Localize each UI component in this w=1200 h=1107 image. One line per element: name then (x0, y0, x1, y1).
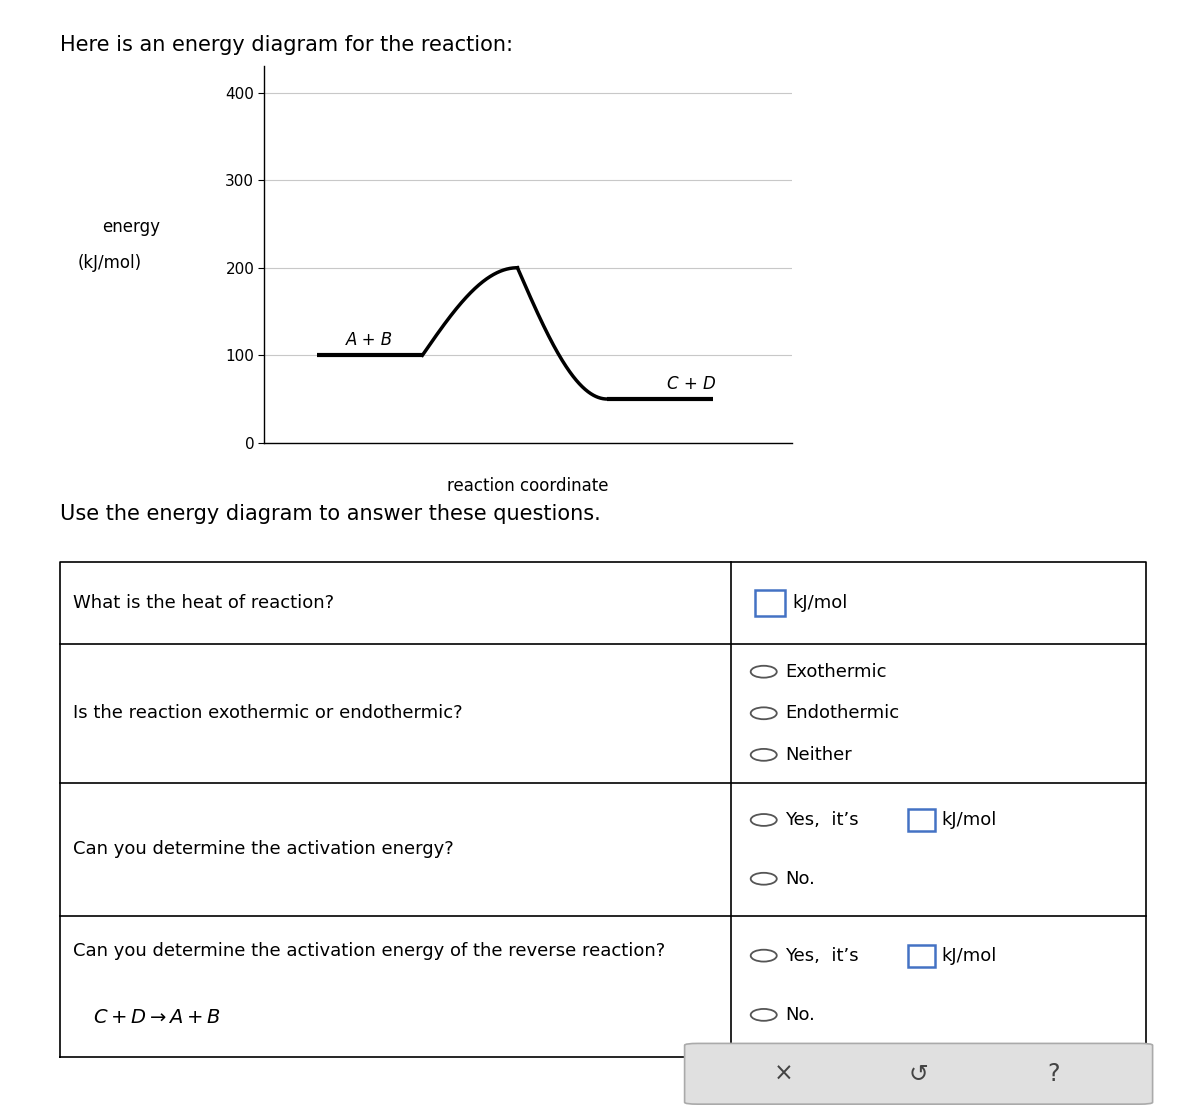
Text: Yes,  it’s: Yes, it’s (786, 946, 859, 964)
Text: What is the heat of reaction?: What is the heat of reaction? (73, 594, 334, 612)
Text: Endothermic: Endothermic (786, 704, 900, 722)
FancyBboxPatch shape (755, 590, 786, 615)
Text: ?: ? (1048, 1062, 1060, 1086)
Text: reaction coordinate: reaction coordinate (448, 477, 608, 495)
Text: ×: × (774, 1062, 793, 1086)
Text: Here is an energy diagram for the reaction:: Here is an energy diagram for the reacti… (60, 35, 514, 55)
Text: Neither: Neither (786, 746, 852, 764)
FancyBboxPatch shape (684, 1044, 1152, 1104)
Text: kJ/mol: kJ/mol (942, 811, 997, 829)
Text: A + B: A + B (346, 331, 394, 349)
Text: Can you determine the activation energy?: Can you determine the activation energy? (73, 840, 454, 858)
FancyBboxPatch shape (908, 809, 935, 831)
Text: (kJ/mol): (kJ/mol) (78, 255, 142, 272)
Text: kJ/mol: kJ/mol (942, 946, 997, 964)
Text: Exothermic: Exothermic (786, 663, 887, 681)
Text: No.: No. (786, 1006, 815, 1024)
Text: Yes,  it’s: Yes, it’s (786, 811, 859, 829)
Text: No.: No. (786, 870, 815, 888)
Text: C + D: C + D (667, 375, 716, 393)
Text: Use the energy diagram to answer these questions.: Use the energy diagram to answer these q… (60, 504, 601, 524)
Text: energy: energy (102, 218, 160, 236)
FancyBboxPatch shape (908, 944, 935, 966)
Text: Can you determine the activation energy of the reverse reaction?: Can you determine the activation energy … (73, 942, 665, 961)
Text: ↺: ↺ (908, 1062, 929, 1086)
Text: kJ/mol: kJ/mol (792, 594, 847, 612)
Text: $\mathit{C+D} \rightarrow \mathit{A+B}$: $\mathit{C+D} \rightarrow \mathit{A+B}$ (92, 1008, 221, 1027)
Text: Is the reaction exothermic or endothermic?: Is the reaction exothermic or endothermi… (73, 704, 463, 722)
